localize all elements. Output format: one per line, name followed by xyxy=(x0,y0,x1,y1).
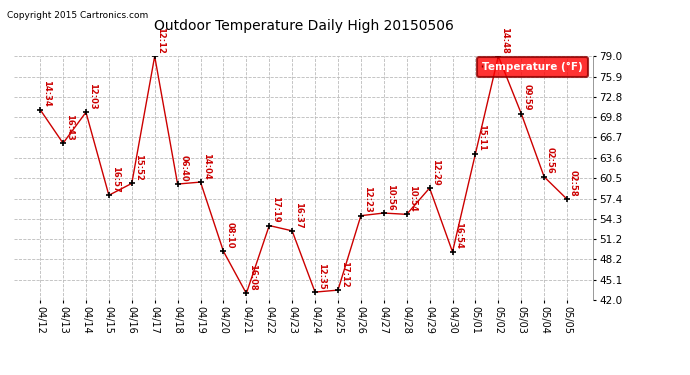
Text: 10:56: 10:56 xyxy=(386,184,395,210)
Text: Copyright 2015 Cartronics.com: Copyright 2015 Cartronics.com xyxy=(7,11,148,20)
Text: 12:03: 12:03 xyxy=(88,83,97,110)
Text: 12:35: 12:35 xyxy=(317,263,326,290)
Text: 02:56: 02:56 xyxy=(546,147,555,174)
Text: 16:08: 16:08 xyxy=(248,264,257,291)
Text: Outdoor Temperature Daily High 20150506: Outdoor Temperature Daily High 20150506 xyxy=(154,19,453,33)
Text: 06:40: 06:40 xyxy=(179,155,188,182)
Text: 08:10: 08:10 xyxy=(225,222,234,249)
Text: 12:29: 12:29 xyxy=(431,159,440,185)
Text: 16:57: 16:57 xyxy=(110,166,119,193)
Text: 17:19: 17:19 xyxy=(271,196,280,223)
Text: 17:12: 17:12 xyxy=(339,261,349,288)
Text: 15:52: 15:52 xyxy=(134,154,143,181)
Text: 15:11: 15:11 xyxy=(477,124,486,151)
Text: 12:23: 12:23 xyxy=(363,186,372,213)
Text: 09:59: 09:59 xyxy=(523,84,532,111)
Text: 14:04: 14:04 xyxy=(202,153,211,180)
Text: 16:37: 16:37 xyxy=(294,202,303,228)
Text: 02:58: 02:58 xyxy=(569,170,578,196)
Text: 12:12: 12:12 xyxy=(157,27,166,54)
Text: 10:54: 10:54 xyxy=(408,185,417,212)
Text: 16:43: 16:43 xyxy=(65,114,74,141)
Text: 14:34: 14:34 xyxy=(42,80,51,107)
Legend: Temperature (°F): Temperature (°F) xyxy=(477,57,588,77)
Text: 14:48: 14:48 xyxy=(500,27,509,54)
Text: 16:54: 16:54 xyxy=(454,222,464,249)
